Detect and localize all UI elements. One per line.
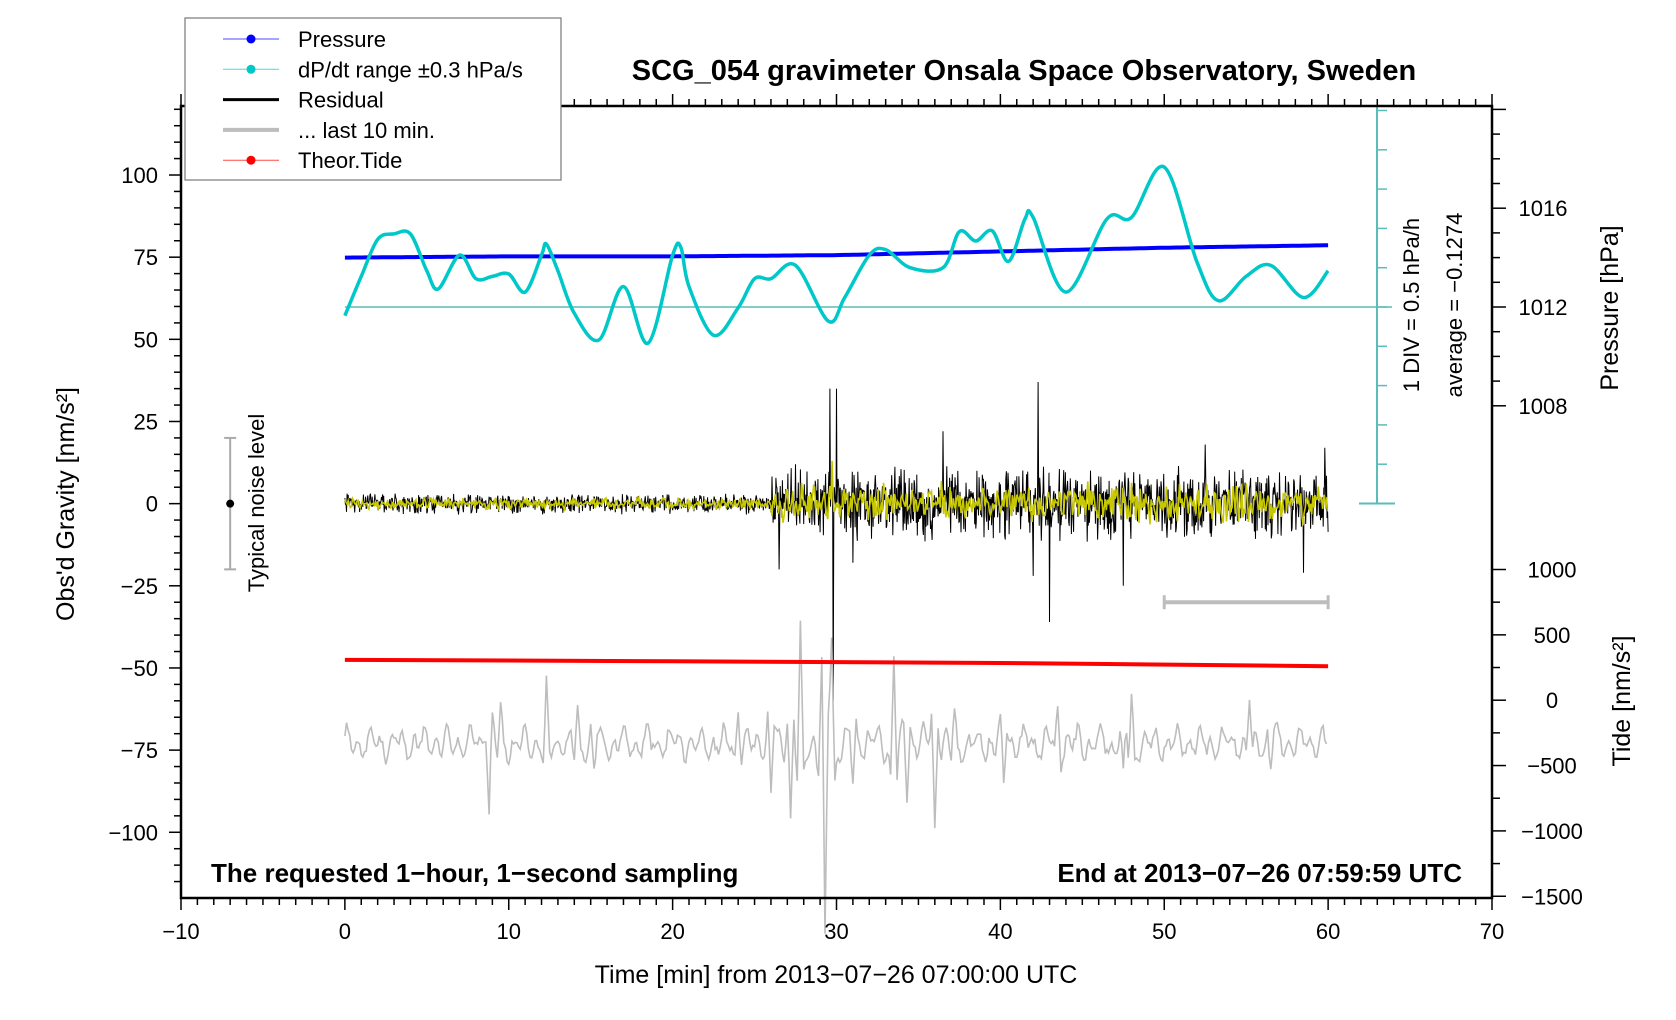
pressure-tick-label: 1016 [1519, 196, 1568, 221]
legend-label: ... last 10 min. [298, 118, 435, 143]
legend-label: Theor.Tide [298, 148, 402, 173]
x-tick-label: 30 [824, 919, 848, 944]
y-tick-label: 0 [146, 492, 158, 517]
pressure-line [344, 243, 1329, 260]
x-tick-label: 70 [1480, 919, 1504, 944]
noise-level-dot [226, 499, 235, 508]
tide-tick-label: −500 [1527, 754, 1577, 779]
tide-line [344, 657, 1329, 669]
x-tick-label: 20 [660, 919, 684, 944]
tide-axis-label: Tide [nm/s²] [1608, 635, 1636, 766]
legend: Pressure dP/dt range ±0.3 hPa/s Residual..… [184, 17, 562, 181]
y-tick-label: 100 [121, 163, 158, 188]
x-tick-label: 60 [1316, 919, 1340, 944]
legend-label: Residual [298, 88, 384, 113]
x-axis-label: Time [min] from 2013−07−26 07:00:00 UTC [595, 961, 1078, 989]
x-tick-label: 0 [339, 919, 351, 944]
y-tick-label: 75 [134, 245, 158, 270]
pressure-axis-label: Pressure [hPa] [1596, 225, 1624, 390]
last-10-min-line [344, 620, 1328, 934]
pressure-tick-label: 1012 [1519, 295, 1568, 320]
residual-line [344, 381, 1329, 701]
tide-tick-label: −1500 [1521, 884, 1583, 909]
end-time-note: End at 2013−07−26 07:59:59 UTC [1057, 858, 1462, 888]
y-tick-label: 25 [134, 409, 158, 434]
tide-tick-label: 1000 [1528, 558, 1577, 583]
y-axis-label: Obs'd Gravity [nm/s²] [52, 387, 80, 621]
y-tick-label: −50 [121, 656, 158, 681]
y-tick-label: −75 [121, 738, 158, 763]
tide-tick-label: 0 [1546, 688, 1558, 713]
legend-label: dP/dt range ±0.3 hPa/s [298, 57, 523, 82]
sampling-note: The requested 1−hour, 1−second sampling [211, 858, 738, 888]
pressure-tick-label: 1008 [1519, 394, 1568, 419]
x-tick-label: 40 [988, 919, 1012, 944]
axes: −10 0 10 20 30 40 50 60 701007550250−25−50−75−10… [108, 94, 1583, 944]
legend-swatch-marker [246, 34, 256, 44]
x-tick-label: 10 [497, 919, 521, 944]
chart-title: SCG_054 gravimeter Onsala Space Observat… [632, 55, 1416, 87]
legend-swatch-marker [246, 64, 256, 74]
div-label: 1 DIV = 0.5 hPa/h [1399, 218, 1424, 392]
y-tick-label: −25 [121, 574, 158, 599]
legend-swatch-marker [246, 155, 256, 165]
dpdt-line [343, 164, 1330, 345]
tide-tick-label: −1000 [1521, 819, 1583, 844]
noise-level-label: Typical noise level [244, 414, 269, 593]
legend-label: Pressure [298, 27, 386, 52]
tide-tick-label: 500 [1534, 623, 1571, 648]
residual-smoothed-line [344, 460, 1328, 526]
x-tick-label: 50 [1152, 919, 1176, 944]
plot-marks [224, 106, 1395, 934]
x-tick-label: −10 [162, 919, 199, 944]
y-tick-label: −100 [108, 820, 158, 845]
average-label: average = −0.1274 [1442, 213, 1467, 398]
y-tick-label: 50 [134, 327, 158, 352]
